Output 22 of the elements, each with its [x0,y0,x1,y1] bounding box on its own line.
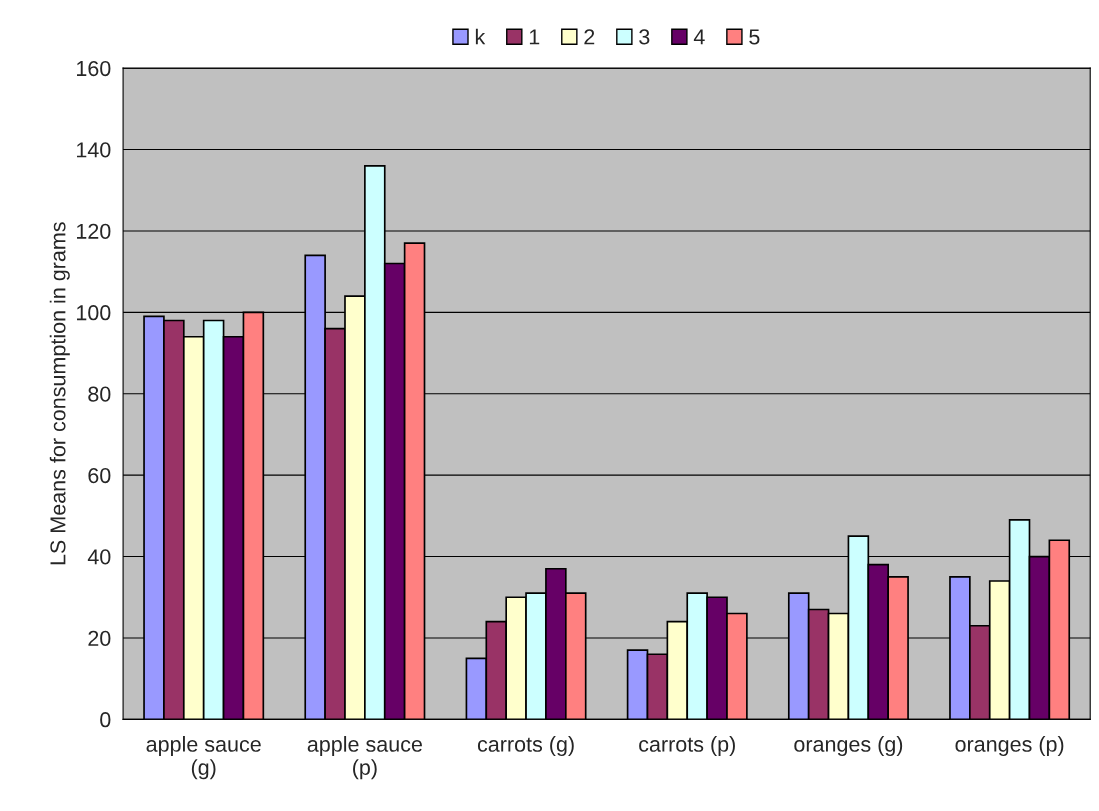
y-tick-label: 140 [77,142,111,158]
y-tick-label: 100 [77,305,111,321]
x-tick-label: carrots (g) [477,736,574,757]
y-axis-title: LS Means for consumption in grams [49,222,70,565]
x-tick-label: apple sauce (g) [146,736,261,780]
y-tick-label: 20 [88,630,111,646]
y-tick-label: 160 [77,60,111,77]
legend-label: 5 [749,29,760,45]
x-tick-label: oranges (p) [955,736,1064,757]
legend-label: 1 [529,29,540,45]
y-tick-label: 60 [88,467,111,484]
x-tick-label: apple sauce (p) [307,736,422,780]
legend-label: 4 [693,29,705,45]
legend-label: 2 [584,29,595,45]
legend-label: 3 [639,29,650,45]
legend-label: k [475,28,486,45]
x-tick-label: carrots (p) [639,736,735,757]
y-tick-label: 0 [100,712,111,728]
y-tick-label: 40 [87,549,111,565]
y-tick-label: 120 [77,223,111,239]
y-tick-label: 80 [88,386,111,402]
x-tick-label: oranges (g) [794,736,903,757]
